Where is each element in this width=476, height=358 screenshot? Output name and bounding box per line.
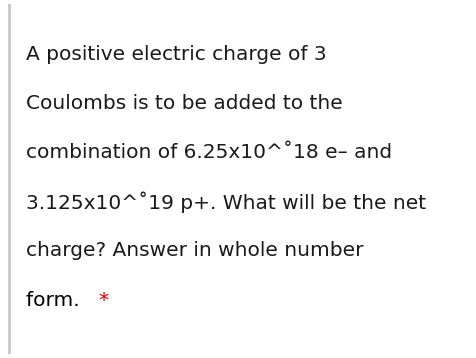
Text: 3.125x10^˚19 p+. What will be the net: 3.125x10^˚19 p+. What will be the net — [26, 191, 425, 213]
Text: combination of 6.25x10^˚18 e– and: combination of 6.25x10^˚18 e– and — [26, 143, 391, 162]
Text: Coulombs is to be added to the: Coulombs is to be added to the — [26, 94, 342, 113]
Text: form.: form. — [26, 291, 86, 310]
Text: A positive electric charge of 3: A positive electric charge of 3 — [26, 45, 326, 64]
Text: charge? Answer in whole number: charge? Answer in whole number — [26, 241, 363, 260]
Text: *: * — [98, 291, 108, 310]
